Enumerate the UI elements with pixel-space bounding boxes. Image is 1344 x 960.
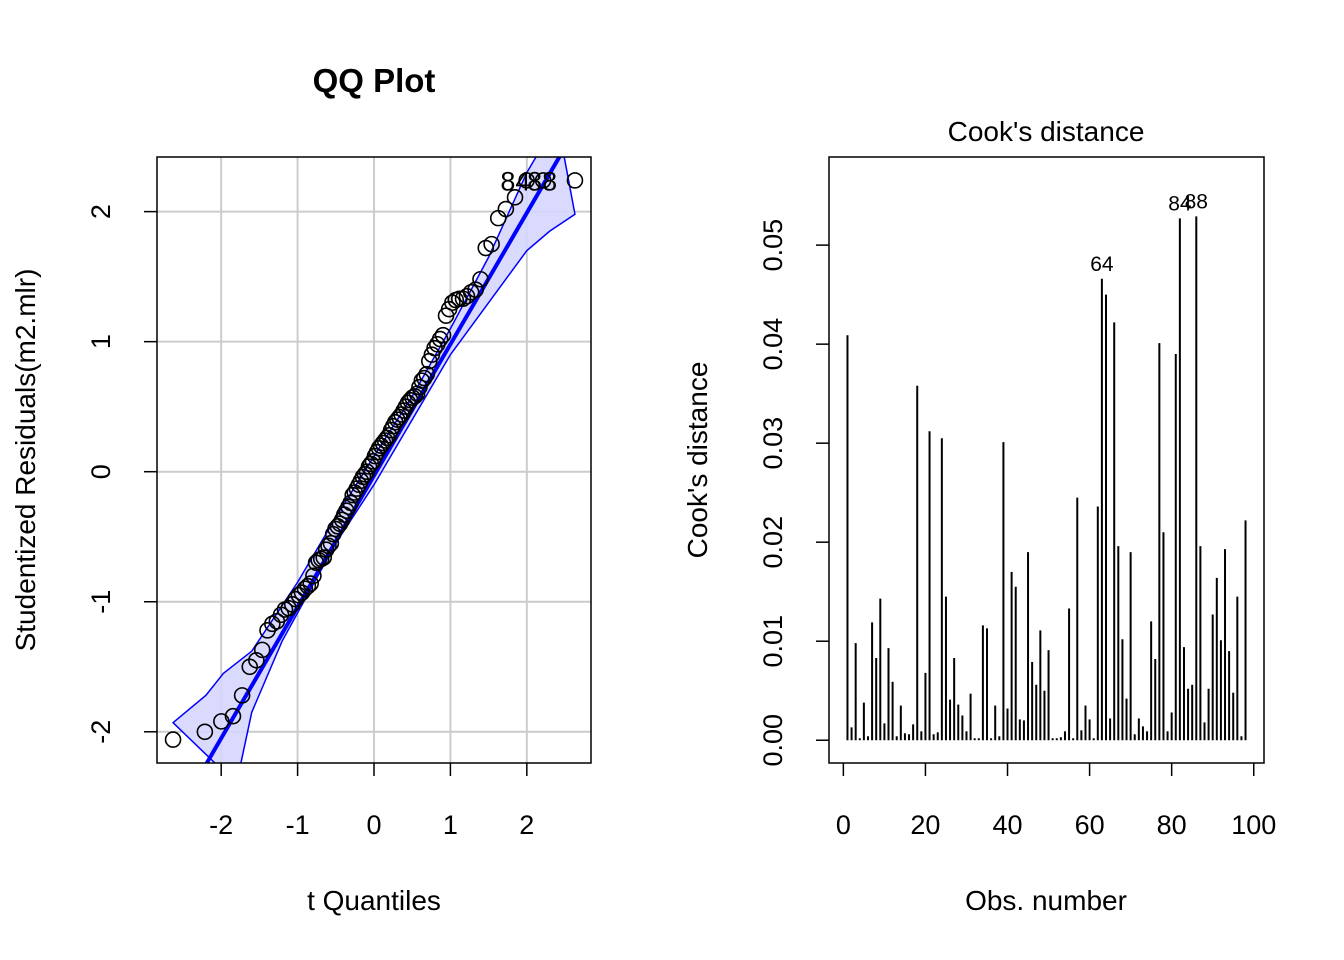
y-tick-label: 0.02 <box>758 516 788 569</box>
x-tick-label: 20 <box>910 810 940 840</box>
qq-point <box>331 515 349 533</box>
x-tick-label: 60 <box>1075 810 1105 840</box>
y-tick-label: 0.01 <box>758 615 788 668</box>
qq-point-label: 84 <box>500 166 530 196</box>
qq-point <box>338 502 355 520</box>
qq-x-axis-label: t Quantiles <box>307 885 441 916</box>
qq-point <box>293 584 311 601</box>
qq-point <box>483 235 500 253</box>
x-tick-label: 1 <box>443 810 458 840</box>
qq-point <box>434 326 452 344</box>
cooks-y-axis-label: Cook's distance <box>682 362 713 559</box>
qq-y-axis-label: Studentized Residuals(m2.mlr) <box>10 269 41 652</box>
qq-axes: -2 -1 0 1 2 -2 -1 0 1 2 <box>86 204 534 840</box>
qq-point <box>415 369 433 387</box>
y-tick-label: 0 <box>86 464 116 479</box>
y-tick-label: 0.00 <box>758 714 788 767</box>
qq-point-label: 88 <box>527 166 557 196</box>
qq-point <box>518 172 535 189</box>
qq-point <box>213 713 230 730</box>
cooks-axes: 0 20 40 60 80 100 0.00 0.01 0.02 0.03 0.04 0.05 <box>758 219 1276 840</box>
x-tick-label: 2 <box>519 810 534 840</box>
cooks-bar-label: 84 <box>1168 192 1192 215</box>
qq-point <box>290 586 308 604</box>
x-tick-label: 0 <box>836 810 851 840</box>
qq-point <box>534 172 552 189</box>
qq-point <box>253 641 271 659</box>
cooks-bar-label: 64 <box>1090 253 1114 276</box>
qq-point <box>458 287 476 305</box>
qq-point <box>264 615 281 633</box>
y-tick-label: 0.04 <box>758 318 788 371</box>
qq-point <box>431 330 449 348</box>
qq-point <box>312 550 330 568</box>
qq-point <box>342 494 359 512</box>
qq-point <box>296 580 314 598</box>
x-tick-label: 80 <box>1157 810 1187 840</box>
qq-point <box>241 658 259 676</box>
x-tick-label: -1 <box>286 810 310 840</box>
qq-point <box>506 189 524 206</box>
qq-point <box>566 172 584 189</box>
qq-point <box>287 590 304 608</box>
qq-point <box>497 200 515 218</box>
x-tick-label: 0 <box>366 810 381 840</box>
cooks-plot-frame <box>828 156 1265 764</box>
qq-point <box>356 466 374 483</box>
x-tick-label: 100 <box>1231 810 1276 840</box>
qq-point <box>224 707 242 725</box>
cooks-bars <box>846 216 1247 741</box>
qq-title: QQ Plot <box>313 62 436 99</box>
cooks-title: Cook's distance <box>948 116 1145 147</box>
qq-point <box>426 339 443 357</box>
y-tick-label: -2 <box>86 720 116 744</box>
qq-point <box>462 283 480 301</box>
qq-point <box>305 567 322 585</box>
x-tick-label: 40 <box>992 810 1022 840</box>
y-tick-label: 2 <box>86 204 116 219</box>
qq-point <box>472 270 489 288</box>
qq-point <box>360 458 378 475</box>
qq-point <box>196 723 214 741</box>
qq-point <box>164 731 182 748</box>
y-tick-label: 1 <box>86 334 116 349</box>
qq-point <box>389 411 406 428</box>
qq-point <box>299 577 317 595</box>
qq-points <box>164 172 584 748</box>
cooks-bar-label: 88 <box>1185 190 1208 213</box>
qq-point <box>406 387 424 405</box>
cooks-x-axis-label: Obs. number <box>965 885 1127 916</box>
qq-point <box>320 537 337 555</box>
y-tick-label: -1 <box>86 590 116 614</box>
qq-point <box>302 575 319 592</box>
qq-point <box>467 281 484 298</box>
qq-point <box>248 651 265 669</box>
qq-point <box>340 498 357 516</box>
qq-point <box>354 468 372 486</box>
x-tick-label: -2 <box>209 810 233 840</box>
qq-point <box>315 549 333 566</box>
qq-point <box>233 687 251 704</box>
y-tick-label: 0.03 <box>758 417 788 470</box>
y-tick-label: 0.05 <box>758 219 788 272</box>
qq-point <box>418 365 436 383</box>
